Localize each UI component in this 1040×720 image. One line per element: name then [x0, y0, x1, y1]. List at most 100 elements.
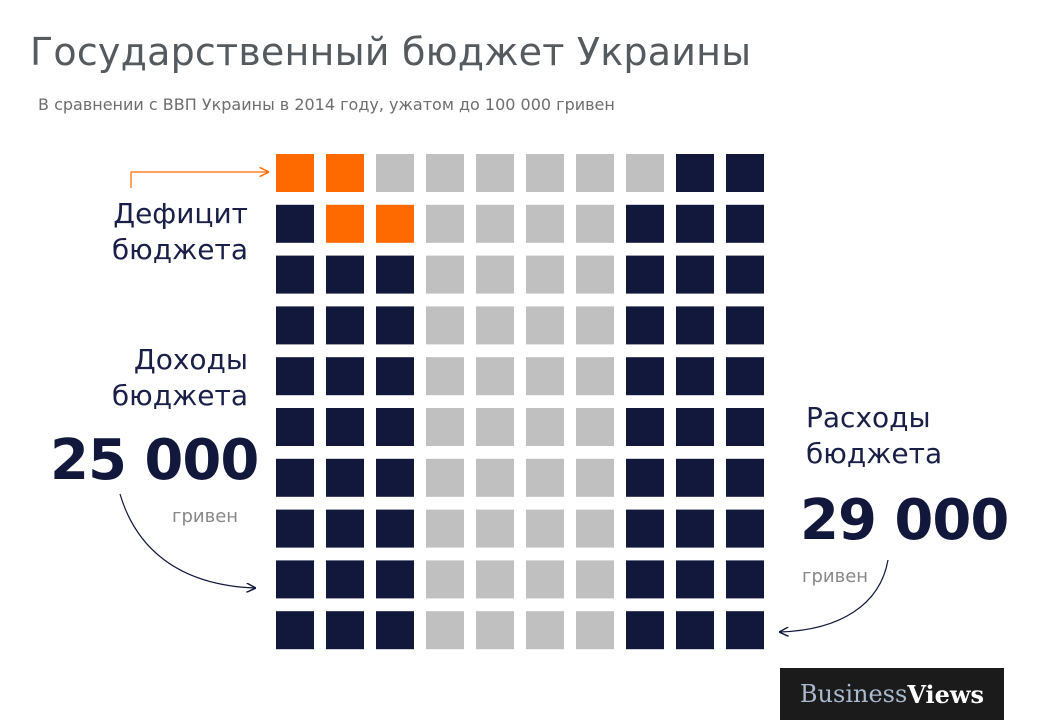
waffle-cell-revenue	[626, 509, 664, 548]
revenue-unit: гривен	[172, 506, 239, 527]
waffle-cell-remainder	[426, 357, 464, 396]
waffle-cell-revenue	[726, 408, 764, 446]
waffle-cell-remainder	[476, 611, 514, 650]
waffle-cell-remainder	[476, 408, 514, 446]
waffle-cell-revenue	[676, 611, 714, 650]
waffle-cell-remainder	[426, 408, 464, 446]
expense-value: 29 000	[800, 488, 1009, 553]
waffle-cell-remainder	[426, 306, 464, 345]
waffle-cell-remainder	[476, 306, 514, 345]
deficit-arrow	[130, 172, 268, 188]
waffle-cell-revenue	[726, 255, 764, 294]
waffle-cell-remainder	[426, 560, 464, 599]
waffle-cell-remainder	[476, 357, 514, 396]
waffle-cell-remainder	[476, 560, 514, 599]
waffle-cell-remainder	[576, 560, 614, 599]
waffle-cell-revenue	[626, 611, 664, 650]
expense-label: Расходы бюджета	[806, 400, 1006, 472]
expense-unit: гривен	[802, 566, 869, 587]
waffle-cell-remainder	[576, 509, 614, 548]
waffle-cell-remainder	[576, 255, 614, 294]
waffle-cell-revenue	[326, 306, 364, 345]
waffle-cell-revenue	[376, 408, 414, 446]
waffle-cell-revenue	[676, 408, 714, 446]
waffle-cell-revenue	[676, 306, 714, 345]
waffle-cell-revenue	[376, 509, 414, 548]
waffle-cell-revenue	[276, 357, 314, 396]
waffle-cell-remainder	[526, 154, 564, 192]
waffle-cell-remainder	[426, 154, 464, 192]
waffle-cell-remainder	[526, 306, 564, 345]
revenue-label-line1: Доходы	[133, 343, 248, 376]
waffle-cell-remainder	[526, 611, 564, 650]
waffle-cell-deficit	[326, 154, 364, 192]
waffle-cell-remainder	[576, 306, 614, 345]
expense-label-line1: Расходы	[806, 401, 931, 434]
waffle-cell-revenue	[626, 408, 664, 446]
waffle-cell-revenue	[676, 255, 714, 294]
waffle-cell-remainder	[476, 458, 514, 497]
waffle-cell-revenue	[376, 255, 414, 294]
page-title: Государственный бюджет Украины	[30, 30, 752, 74]
waffle-cell-revenue	[376, 611, 414, 650]
waffle-cell-deficit	[376, 204, 414, 243]
waffle-cell-revenue	[376, 357, 414, 396]
waffle-cell-remainder	[526, 357, 564, 396]
waffle-cell-revenue	[276, 408, 314, 446]
waffle-cell-revenue	[326, 357, 364, 396]
waffle-cell-revenue	[326, 560, 364, 599]
waffle-cell-revenue	[326, 458, 364, 497]
waffle-cell-revenue	[376, 560, 414, 599]
waffle-cell-revenue	[276, 306, 314, 345]
waffle-cell-revenue	[676, 458, 714, 497]
waffle-cell-remainder	[576, 154, 614, 192]
waffle-cell-remainder	[426, 458, 464, 497]
waffle-cell-remainder	[426, 611, 464, 650]
waffle-cell-revenue	[626, 255, 664, 294]
waffle-cell-revenue	[726, 204, 764, 243]
waffle-cell-revenue	[276, 255, 314, 294]
logo-part-business: Business	[799, 680, 908, 708]
revenue-label-line2: бюджета	[111, 379, 248, 412]
waffle-cell-remainder	[526, 204, 564, 243]
waffle-cell-remainder	[426, 255, 464, 294]
waffle-cell-revenue	[326, 255, 364, 294]
waffle-cell-revenue	[676, 560, 714, 599]
deficit-label-line1: Дефицит	[113, 197, 248, 230]
waffle-cell-remainder	[526, 408, 564, 446]
waffle-cell-revenue	[676, 509, 714, 548]
waffle-cell-revenue	[626, 357, 664, 396]
deficit-label-line2: бюджета	[111, 233, 248, 266]
waffle-cell-revenue	[626, 458, 664, 497]
revenue-label: Доходы бюджета	[80, 342, 248, 414]
revenue-value: 25 000	[50, 428, 259, 493]
waffle-cell-remainder	[526, 560, 564, 599]
waffle-cell-remainder	[526, 458, 564, 497]
waffle-cell-revenue	[726, 306, 764, 345]
waffle-cell-revenue	[276, 204, 314, 243]
waffle-cell-revenue	[626, 560, 664, 599]
waffle-cell-remainder	[426, 204, 464, 243]
waffle-cell-revenue	[726, 154, 764, 192]
waffle-cell-deficit	[276, 154, 314, 192]
businessviews-logo: Business Views	[780, 668, 1004, 720]
waffle-cell-revenue	[326, 408, 364, 446]
waffle-cell-revenue	[726, 357, 764, 396]
logo-part-views: Views	[907, 679, 985, 709]
waffle-cell-revenue	[676, 357, 714, 396]
waffle-cell-remainder	[426, 509, 464, 548]
waffle-cell-revenue	[676, 154, 714, 192]
waffle-cell-revenue	[326, 509, 364, 548]
waffle-cell-remainder	[626, 154, 664, 192]
waffle-cell-deficit	[326, 204, 364, 243]
waffle-cell-revenue	[626, 204, 664, 243]
deficit-label: Дефицит бюджета	[80, 196, 248, 268]
waffle-cell-revenue	[276, 560, 314, 599]
waffle-cell-remainder	[526, 255, 564, 294]
waffle-cells	[276, 154, 764, 650]
waffle-cell-revenue	[726, 560, 764, 599]
waffle-cell-revenue	[726, 458, 764, 497]
waffle-cell-remainder	[476, 154, 514, 192]
waffle-cell-revenue	[276, 611, 314, 650]
page-subtitle: В сравнении с ВВП Украины в 2014 году, у…	[38, 95, 615, 114]
